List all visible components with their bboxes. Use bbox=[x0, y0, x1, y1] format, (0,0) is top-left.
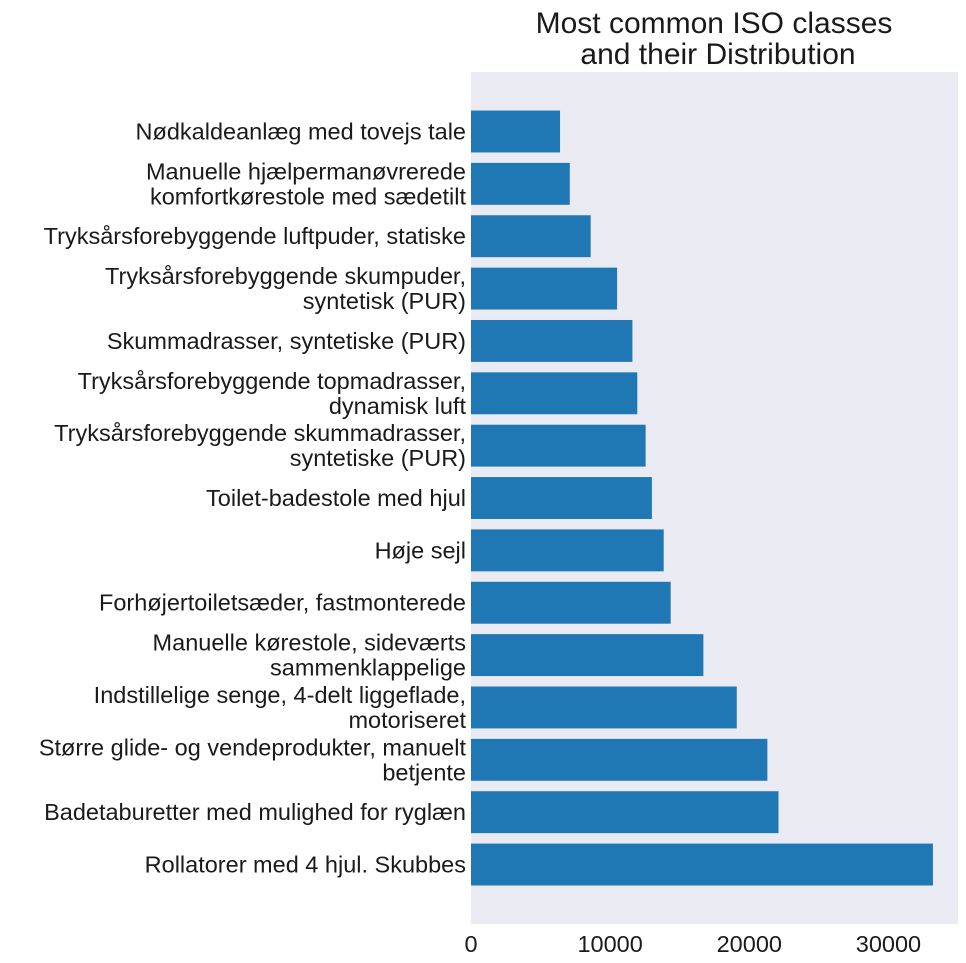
category-label-line: Tryksårsforebyggende skumpuder, bbox=[105, 263, 466, 289]
category-label-13: Badetaburetter med mulighed for ryglæn bbox=[44, 799, 466, 825]
bar-5 bbox=[471, 372, 638, 415]
category-label-line: Indstillelige senge, 4-delt liggeflade, bbox=[94, 682, 466, 708]
category-label-line: Større glide- og vendeprodukter, manuelt bbox=[39, 734, 467, 760]
category-label-line: Forhøjertoiletsæder, fastmonterede bbox=[99, 590, 466, 616]
x-tick-label: 10000 bbox=[577, 931, 642, 957]
category-label-line: Tryksårsforebyggende topmadrasser, bbox=[78, 368, 466, 394]
x-tick-label: 30000 bbox=[856, 931, 921, 957]
category-label-line: Manuelle kørestole, sideværts bbox=[153, 630, 466, 656]
chart-title-line-1: Most common ISO classes bbox=[536, 7, 893, 40]
bar-1 bbox=[471, 162, 570, 205]
category-label-line: betjente bbox=[382, 759, 466, 785]
bar-9 bbox=[471, 581, 671, 624]
category-label-line: sammenklappelige bbox=[270, 655, 466, 681]
bar-13 bbox=[471, 791, 779, 834]
bar-3 bbox=[471, 267, 618, 310]
x-axis: 0 10000 20000 30000 bbox=[464, 931, 921, 957]
category-label-line: Skummadrasser, syntetiske (PUR) bbox=[107, 328, 466, 354]
category-label-line: dynamisk luft bbox=[329, 393, 467, 419]
category-label-line: Nødkaldeanlæg med tovejs tale bbox=[136, 119, 466, 145]
category-label-11: Indstillelige senge, 4-delt liggeflade, m… bbox=[94, 682, 467, 733]
bar-11 bbox=[471, 686, 737, 729]
category-label-0: Nødkaldeanlæg med tovejs tale bbox=[136, 119, 466, 145]
category-label-line: Tryksårsforebyggende skummadrasser, bbox=[54, 420, 466, 446]
chart-title-line-2: and their Distribution bbox=[580, 38, 855, 71]
bar-6 bbox=[471, 424, 646, 467]
category-label-line: Rollatorer med 4 hjul. Skubbes bbox=[145, 852, 466, 878]
category-label-4: Skummadrasser, syntetiske (PUR) bbox=[107, 328, 466, 354]
category-label-line: komfortkørestole med sædetilt bbox=[150, 183, 467, 209]
category-label-6: Tryksårsforebyggende skummadrasser, synte… bbox=[54, 420, 466, 471]
category-label-3: Tryksårsforebyggende skumpuder, syntetisk… bbox=[105, 263, 466, 314]
bars-layer bbox=[471, 110, 933, 886]
bar-7 bbox=[471, 477, 652, 519]
category-label-2: Tryksårsforebyggende luftpuder, statiske bbox=[44, 223, 466, 249]
category-labels: Nødkaldeanlæg med tovejs tale Manuelle hj… bbox=[39, 119, 467, 878]
category-label-line: Toilet-badestole med hjul bbox=[206, 485, 466, 511]
category-label-line: Badetaburetter med mulighed for ryglæn bbox=[44, 799, 466, 825]
x-tick-label: 20000 bbox=[717, 931, 782, 957]
bar-0 bbox=[471, 110, 561, 153]
bar-4 bbox=[471, 319, 633, 362]
category-label-line: motoriseret bbox=[348, 707, 466, 733]
category-label-8: Høje sejl bbox=[375, 537, 466, 563]
bar-2 bbox=[471, 215, 591, 258]
bar-14 bbox=[471, 843, 933, 886]
category-label-12: Større glide- og vendeprodukter, manuelt… bbox=[39, 734, 467, 785]
category-label-1: Manuelle hjælpermanøvrerede komfortkørest… bbox=[146, 158, 466, 209]
category-label-line: Manuelle hjælpermanøvrerede bbox=[146, 158, 466, 184]
category-label-5: Tryksårsforebyggende topmadrasser, dynami… bbox=[78, 368, 467, 419]
category-label-14: Rollatorer med 4 hjul. Skubbes bbox=[145, 852, 466, 878]
category-label-line: syntetisk (PUR) bbox=[303, 288, 466, 314]
category-label-line: Tryksårsforebyggende luftpuder, statiske bbox=[44, 223, 466, 249]
category-label-9: Forhøjertoiletsæder, fastmonterede bbox=[99, 590, 466, 616]
bar-8 bbox=[471, 529, 664, 572]
category-label-line: syntetiske (PUR) bbox=[290, 445, 466, 471]
category-label-line: Høje sejl bbox=[375, 537, 466, 563]
x-tick-label: 0 bbox=[464, 931, 477, 957]
category-label-7: Toilet-badestole med hjul bbox=[206, 485, 466, 511]
bar-10 bbox=[471, 634, 704, 677]
bar-12 bbox=[471, 738, 768, 781]
category-label-10: Manuelle kørestole, sideværts sammenklapp… bbox=[153, 630, 466, 681]
